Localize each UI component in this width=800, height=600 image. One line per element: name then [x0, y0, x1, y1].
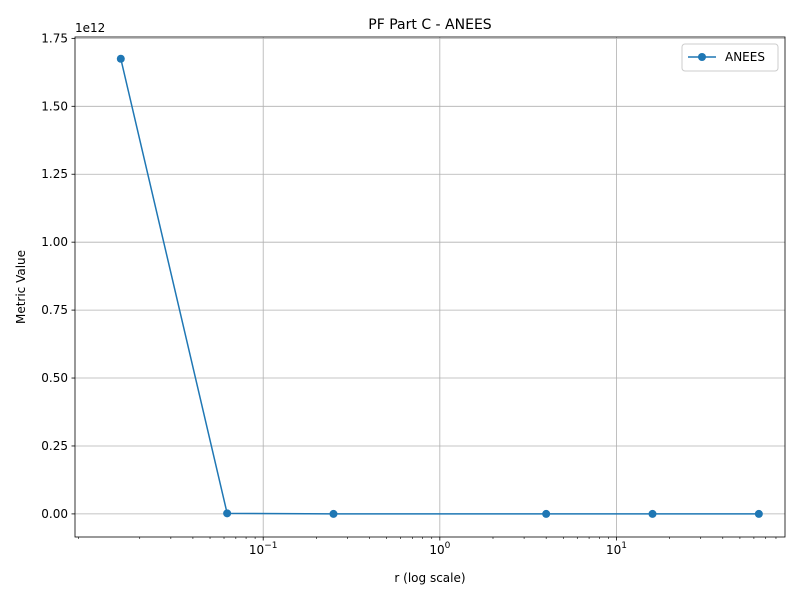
x-tick-label: 100: [429, 541, 450, 557]
chart-title: PF Part C - ANEES: [368, 17, 492, 33]
y-tick-label: 1.50: [41, 99, 68, 113]
y-tick-label: 0.25: [41, 439, 68, 453]
data-point: [223, 509, 232, 518]
axis-ticks: 10−1 100 101 0.00 0.25 0.50 0.75 1.00 1.25 1.50 1.…: [41, 31, 777, 557]
x-tick-label: 10−1: [249, 541, 278, 557]
y-tick-label: 0.00: [41, 507, 68, 521]
data-point: [648, 509, 657, 518]
grid-lines: [75, 37, 785, 537]
data-point: [542, 509, 551, 518]
data-point: [116, 54, 125, 63]
legend: ANEES: [681, 43, 779, 72]
legend-marker-anees: [698, 53, 706, 61]
series-line-anees: [120, 58, 759, 515]
plot-area: [75, 37, 785, 537]
y-tick-label: 0.75: [41, 303, 68, 317]
y-axis-label: Metric Value: [14, 250, 28, 324]
legend-label-anees: ANEES: [725, 50, 765, 64]
x-tick-label: 101: [606, 541, 627, 557]
plot-frame: [74, 36, 786, 538]
series-layer: [116, 54, 763, 518]
y-tick-label: 1.75: [41, 31, 68, 45]
y-tick-label: 1.25: [41, 167, 68, 181]
data-point: [754, 509, 763, 518]
y-offset-text: 1e12: [75, 21, 105, 35]
legend-frame: [681, 43, 779, 72]
x-axis-label: r (log scale): [394, 571, 465, 585]
data-point: [329, 509, 338, 518]
y-tick-label: 0.50: [41, 371, 68, 385]
y-tick-label: 1.00: [41, 235, 68, 249]
